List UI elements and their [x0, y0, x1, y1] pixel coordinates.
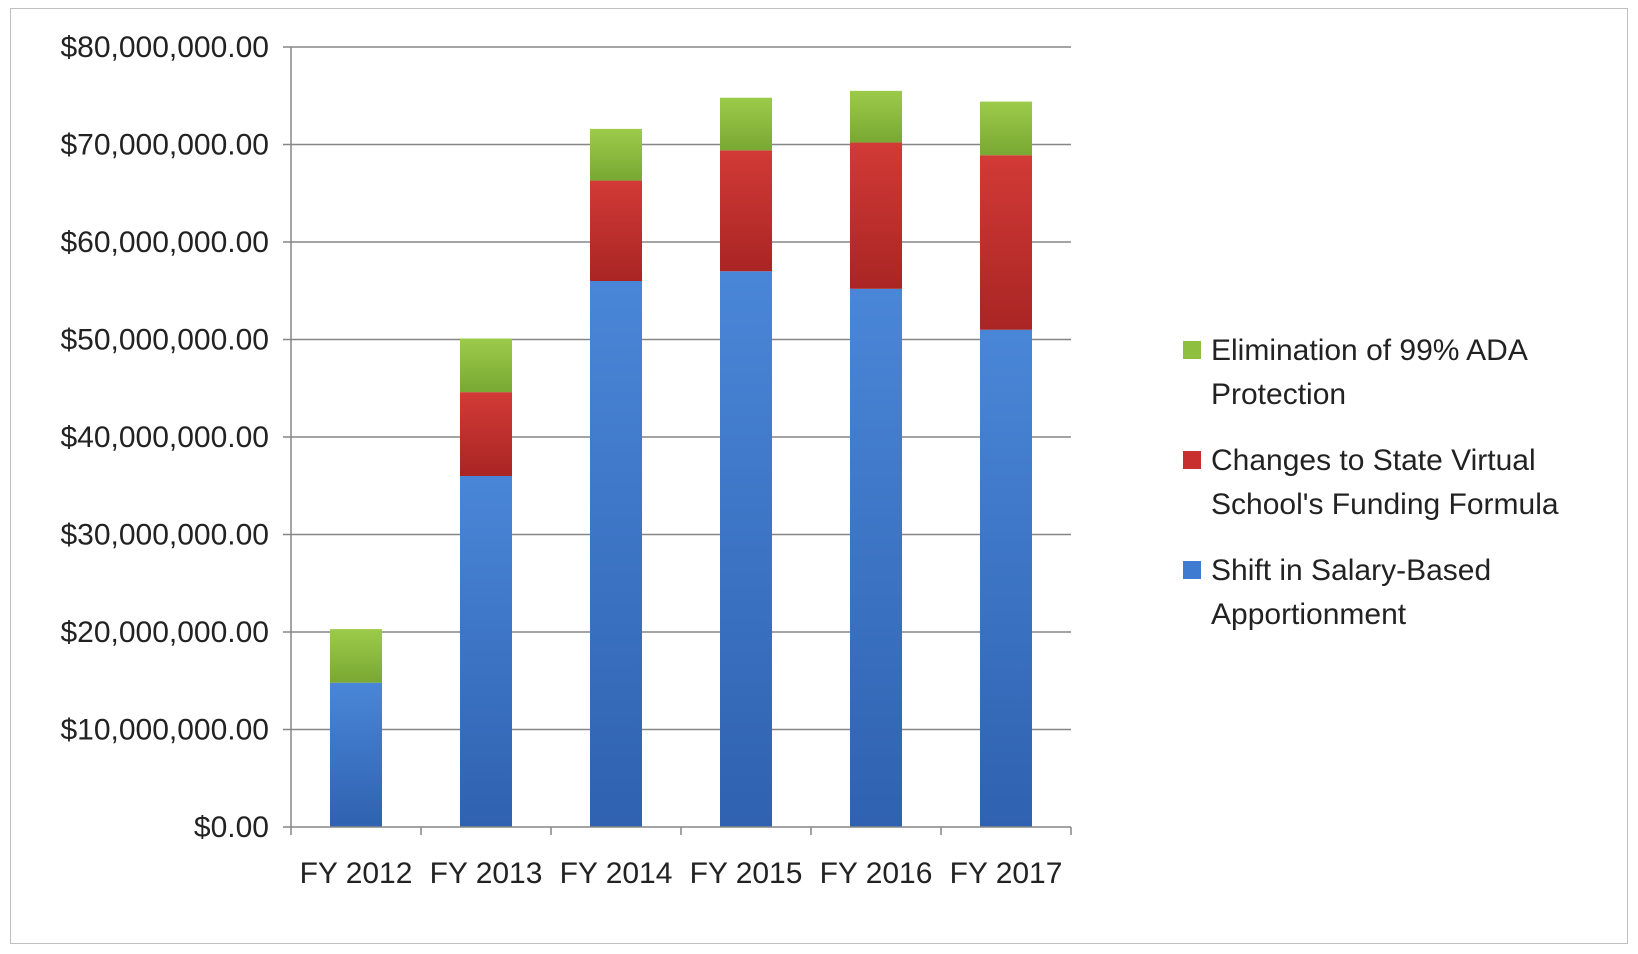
y-tick-label: $30,000,000.00: [60, 519, 269, 552]
bars: [330, 90, 1032, 827]
bar-segment-salary-apportionment: [330, 682, 382, 827]
x-tick-label: FY 2015: [690, 857, 803, 890]
bar-segment-salary-apportionment: [590, 281, 642, 827]
x-tick-label: FY 2017: [950, 857, 1063, 890]
bar-segment-salary-apportionment: [980, 329, 1032, 827]
bar-segment-ada-protection: [590, 128, 642, 181]
bar-segment-virtual-school-formula: [460, 392, 512, 476]
y-tick-label: $70,000,000.00: [60, 129, 269, 162]
legend-swatch: [1183, 561, 1201, 579]
x-tick-label: FY 2016: [820, 857, 933, 890]
legend-label: Elimination of 99% ADA Protection: [1211, 329, 1528, 417]
legend-label: Shift in Salary-Based Apportionment: [1211, 549, 1491, 637]
legend: Elimination of 99% ADA Protection Changes …: [1183, 329, 1623, 659]
axes: [283, 46, 1072, 835]
x-tick-labels: FY 2012 FY 2013 FY 2014 FY 2015 FY 2016 FY 20…: [300, 857, 1063, 890]
chart-frame: $0.00 $10,000,000.00 $20,000,000.00 $30,000…: [10, 8, 1628, 944]
y-tick-label: $0.00: [194, 811, 269, 844]
bar-segment-salary-apportionment: [460, 476, 512, 827]
bar-segment-virtual-school-formula: [590, 180, 642, 281]
y-tick-label: $50,000,000.00: [60, 324, 269, 357]
legend-item: Elimination of 99% ADA Protection: [1183, 329, 1623, 417]
y-tick-labels: $0.00 $10,000,000.00 $20,000,000.00 $30,000…: [60, 31, 269, 844]
y-tick-label: $20,000,000.00: [60, 616, 269, 649]
legend-swatch: [1183, 341, 1201, 359]
x-tick-label: FY 2012: [300, 857, 413, 890]
stacked-bar-chart: $0.00 $10,000,000.00 $20,000,000.00 $30,000…: [60, 31, 1072, 890]
legend-label-line: School's Funding Formula: [1211, 488, 1559, 521]
bar-segment-salary-apportionment: [850, 288, 902, 827]
legend-label-line: Shift in Salary-Based: [1211, 554, 1492, 587]
bar-segment-virtual-school-formula: [850, 142, 902, 289]
legend-label: Changes to State Virtual School's Funding…: [1211, 439, 1559, 527]
bar-segment-virtual-school-formula: [980, 155, 1032, 330]
bar-segment-ada-protection: [850, 90, 902, 143]
y-tick-label: $60,000,000.00: [60, 226, 269, 259]
legend-label-line: Protection: [1211, 378, 1347, 411]
x-tick-label: FY 2013: [430, 857, 543, 890]
legend-item: Changes to State Virtual School's Funding…: [1183, 439, 1623, 527]
legend-label-line: Changes to State Virtual: [1211, 444, 1536, 477]
legend-swatch: [1183, 451, 1201, 469]
bar-segment-virtual-school-formula: [720, 150, 772, 272]
legend-label-line: Apportionment: [1211, 598, 1407, 631]
y-tick-label: $10,000,000.00: [60, 714, 269, 747]
bar-segment-salary-apportionment: [720, 271, 772, 827]
legend-item: Shift in Salary-Based Apportionment: [1183, 549, 1623, 637]
bar-segment-ada-protection: [330, 629, 382, 683]
bar-segment-ada-protection: [460, 338, 512, 393]
legend-label-line: Elimination of 99% ADA: [1211, 334, 1528, 367]
bar-segment-ada-protection: [980, 101, 1032, 156]
x-tick-label: FY 2014: [560, 857, 673, 890]
y-tick-label: $80,000,000.00: [60, 31, 269, 64]
bar-segment-ada-protection: [720, 97, 772, 151]
y-tick-label: $40,000,000.00: [60, 421, 269, 454]
gridlines: [291, 46, 1071, 731]
